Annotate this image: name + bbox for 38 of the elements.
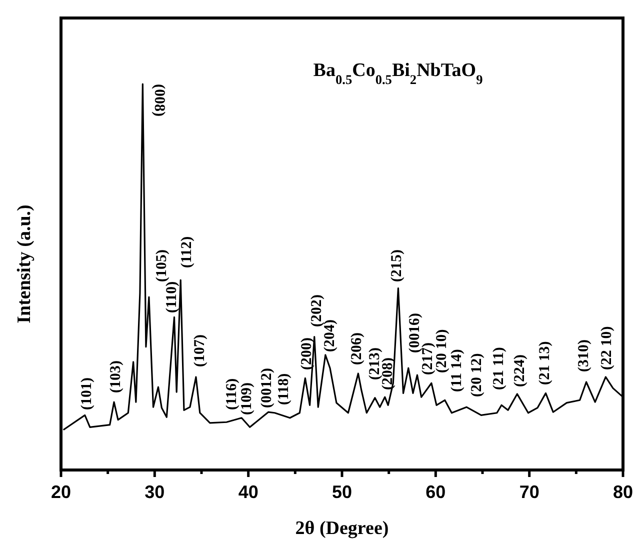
annotation: (206)	[349, 332, 365, 365]
annotation: (200)	[299, 338, 315, 370]
annotation: (105)	[154, 250, 170, 282]
annotation: (103)	[108, 360, 124, 393]
x-tick-label: 40	[238, 482, 258, 502]
annotation: (116)	[224, 378, 240, 410]
annotation: (22 10)	[599, 326, 615, 370]
annotation: (310)	[576, 340, 592, 372]
x-tick-label: 20	[50, 482, 72, 502]
annotation: (224)	[512, 354, 528, 387]
annotation: (215)	[389, 250, 405, 282]
annotation: (118)	[276, 373, 292, 405]
y-axis-title: Intensity (a.u.)	[14, 204, 35, 324]
annotation: (0016)	[407, 313, 423, 353]
annotation: (11 14)	[449, 349, 465, 392]
x-tick-label: 80	[612, 482, 634, 502]
annotation: (101)	[79, 378, 95, 410]
x-tick-label: 70	[519, 482, 540, 502]
annotation: (208)	[380, 358, 396, 390]
annotation: (213)	[367, 348, 383, 380]
annotation: (109)	[239, 382, 255, 415]
x-axis-title: 2θ (Degree)	[295, 518, 389, 539]
chart-title: Ba$_{0.5}$Co$_{0.5}$Bi$_{2}$NbTaO$_{9}$	[313, 60, 484, 86]
annotation: (107)	[192, 334, 208, 367]
annotation: (20 12)	[469, 353, 485, 397]
annotation: (217)	[420, 342, 436, 375]
x-tick-label: 30	[144, 482, 165, 502]
annotation: (20 10)	[434, 329, 450, 373]
annotation: (008)	[151, 84, 167, 116]
annotation: (204)	[322, 320, 338, 352]
annotation: (21 11)	[491, 347, 507, 390]
x-tick-label: 60	[426, 482, 446, 502]
annotation: (0012)	[259, 368, 275, 408]
annotation: (112)	[179, 236, 195, 268]
annotation: (21 13)	[537, 341, 553, 385]
x-tick-label: 50	[332, 482, 352, 502]
annotation: (202)	[309, 294, 325, 327]
annotation: (110)	[164, 281, 180, 313]
